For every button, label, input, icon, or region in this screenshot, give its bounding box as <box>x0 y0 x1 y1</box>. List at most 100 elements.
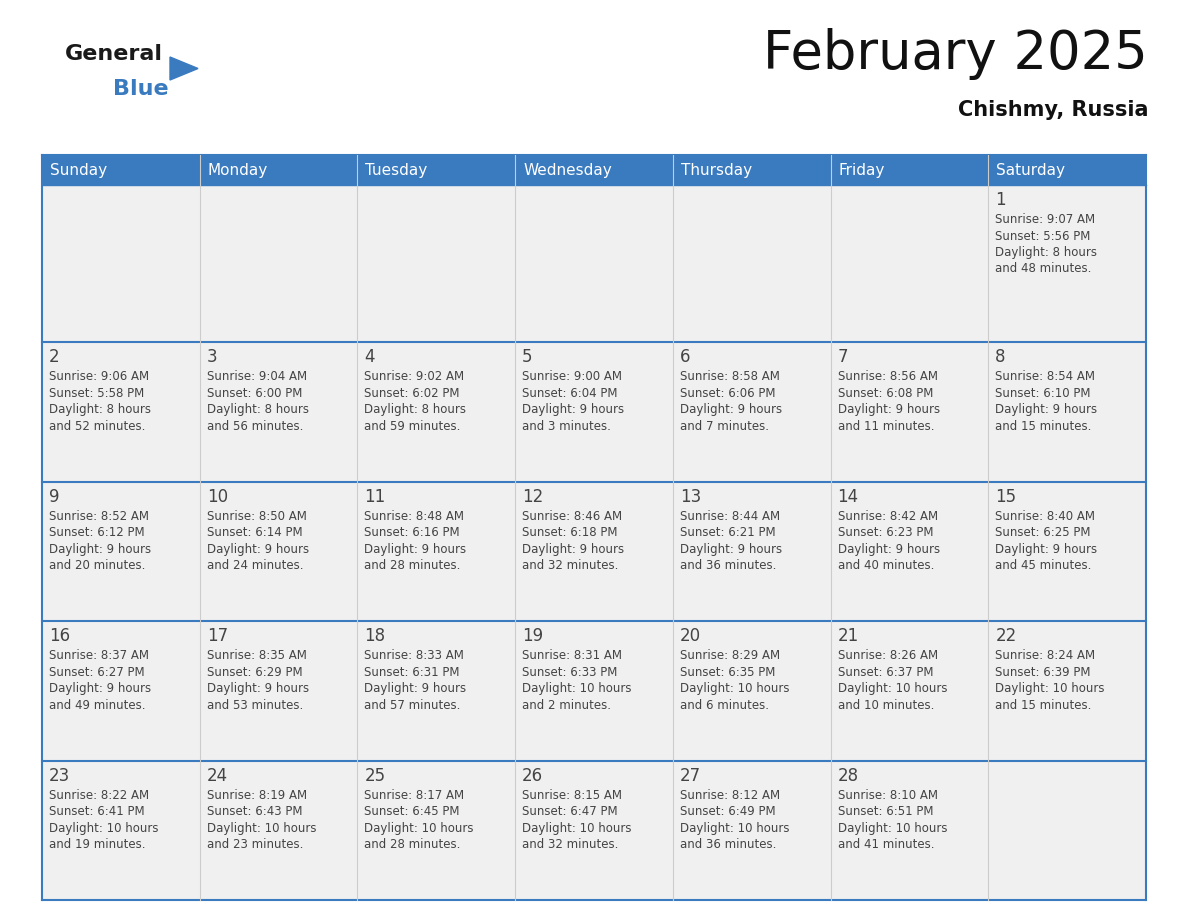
Bar <box>988 621 1146 761</box>
Text: Daylight: 10 hours: Daylight: 10 hours <box>680 822 789 834</box>
Bar <box>516 761 672 900</box>
Bar <box>358 621 516 761</box>
Bar <box>830 482 988 621</box>
Bar <box>830 761 988 900</box>
Bar <box>672 185 830 342</box>
Text: Daylight: 10 hours: Daylight: 10 hours <box>523 822 632 834</box>
Bar <box>830 185 988 342</box>
Text: 2: 2 <box>49 348 59 366</box>
Text: Sunset: 6:00 PM: Sunset: 6:00 PM <box>207 386 302 400</box>
Text: Sunrise: 8:52 AM: Sunrise: 8:52 AM <box>49 509 148 522</box>
Bar <box>672 621 830 761</box>
Text: 18: 18 <box>365 627 386 645</box>
Text: Sunset: 5:58 PM: Sunset: 5:58 PM <box>49 386 144 400</box>
Text: Sunrise: 8:48 AM: Sunrise: 8:48 AM <box>365 509 465 522</box>
Text: 6: 6 <box>680 348 690 366</box>
Text: and 32 minutes.: and 32 minutes. <box>523 838 619 851</box>
Text: Sunrise: 9:04 AM: Sunrise: 9:04 AM <box>207 370 307 384</box>
Bar <box>672 342 830 482</box>
Text: 3: 3 <box>207 348 217 366</box>
Text: February 2025: February 2025 <box>763 28 1148 80</box>
Text: Daylight: 9 hours: Daylight: 9 hours <box>523 403 624 416</box>
Text: Daylight: 9 hours: Daylight: 9 hours <box>838 403 940 416</box>
Text: 9: 9 <box>49 487 59 506</box>
Text: and 15 minutes.: and 15 minutes. <box>996 699 1092 711</box>
Bar <box>42 155 1146 185</box>
Text: Sunrise: 9:00 AM: Sunrise: 9:00 AM <box>523 370 623 384</box>
Bar <box>830 621 988 761</box>
Text: Sunset: 6:02 PM: Sunset: 6:02 PM <box>365 386 460 400</box>
Bar <box>516 185 672 342</box>
Text: 12: 12 <box>523 487 543 506</box>
Text: Sunset: 6:14 PM: Sunset: 6:14 PM <box>207 526 302 539</box>
Text: Thursday: Thursday <box>681 162 752 177</box>
Bar <box>516 621 672 761</box>
Bar <box>358 342 516 482</box>
Text: Sunrise: 8:31 AM: Sunrise: 8:31 AM <box>523 649 623 662</box>
Text: Sunset: 5:56 PM: Sunset: 5:56 PM <box>996 230 1091 242</box>
Text: and 56 minutes.: and 56 minutes. <box>207 420 303 432</box>
Text: Sunset: 6:31 PM: Sunset: 6:31 PM <box>365 666 460 678</box>
Text: 28: 28 <box>838 767 859 785</box>
Text: Sunset: 6:33 PM: Sunset: 6:33 PM <box>523 666 618 678</box>
Text: Sunset: 6:39 PM: Sunset: 6:39 PM <box>996 666 1091 678</box>
Text: and 2 minutes.: and 2 minutes. <box>523 699 611 711</box>
Text: Sunset: 6:18 PM: Sunset: 6:18 PM <box>523 526 618 539</box>
Bar <box>200 185 358 342</box>
Text: Daylight: 10 hours: Daylight: 10 hours <box>207 822 316 834</box>
Text: Sunset: 6:27 PM: Sunset: 6:27 PM <box>49 666 145 678</box>
Text: Sunrise: 8:44 AM: Sunrise: 8:44 AM <box>680 509 781 522</box>
Text: Daylight: 9 hours: Daylight: 9 hours <box>680 403 782 416</box>
Text: Daylight: 10 hours: Daylight: 10 hours <box>996 682 1105 695</box>
Text: 5: 5 <box>523 348 532 366</box>
Text: Daylight: 8 hours: Daylight: 8 hours <box>49 403 151 416</box>
Text: Sunset: 6:49 PM: Sunset: 6:49 PM <box>680 805 776 818</box>
Text: Daylight: 9 hours: Daylight: 9 hours <box>49 543 151 555</box>
Text: Sunrise: 8:26 AM: Sunrise: 8:26 AM <box>838 649 937 662</box>
Text: 15: 15 <box>996 487 1017 506</box>
Text: Sunset: 6:25 PM: Sunset: 6:25 PM <box>996 526 1091 539</box>
Text: Sunrise: 8:17 AM: Sunrise: 8:17 AM <box>365 789 465 801</box>
Text: Sunrise: 8:42 AM: Sunrise: 8:42 AM <box>838 509 937 522</box>
Text: and 3 minutes.: and 3 minutes. <box>523 420 611 432</box>
Text: and 10 minutes.: and 10 minutes. <box>838 699 934 711</box>
Text: Daylight: 9 hours: Daylight: 9 hours <box>207 543 309 555</box>
Text: 8: 8 <box>996 348 1006 366</box>
Bar <box>200 621 358 761</box>
Text: 7: 7 <box>838 348 848 366</box>
Text: and 40 minutes.: and 40 minutes. <box>838 559 934 572</box>
Text: Sunset: 6:43 PM: Sunset: 6:43 PM <box>207 805 302 818</box>
Text: Sunrise: 9:07 AM: Sunrise: 9:07 AM <box>996 213 1095 226</box>
Text: and 48 minutes.: and 48 minutes. <box>996 263 1092 275</box>
Text: 22: 22 <box>996 627 1017 645</box>
Text: 19: 19 <box>523 627 543 645</box>
Text: 27: 27 <box>680 767 701 785</box>
Text: Daylight: 10 hours: Daylight: 10 hours <box>49 822 158 834</box>
Text: and 23 minutes.: and 23 minutes. <box>207 838 303 851</box>
Text: Daylight: 9 hours: Daylight: 9 hours <box>365 543 467 555</box>
Text: Sunset: 6:06 PM: Sunset: 6:06 PM <box>680 386 776 400</box>
Text: Friday: Friday <box>839 162 885 177</box>
Text: Sunset: 6:08 PM: Sunset: 6:08 PM <box>838 386 933 400</box>
Bar <box>358 482 516 621</box>
Text: and 7 minutes.: and 7 minutes. <box>680 420 769 432</box>
Text: Sunrise: 8:12 AM: Sunrise: 8:12 AM <box>680 789 781 801</box>
Text: Sunset: 6:04 PM: Sunset: 6:04 PM <box>523 386 618 400</box>
Text: Daylight: 9 hours: Daylight: 9 hours <box>365 682 467 695</box>
Text: Sunrise: 8:40 AM: Sunrise: 8:40 AM <box>996 509 1095 522</box>
Text: and 45 minutes.: and 45 minutes. <box>996 559 1092 572</box>
Text: Sunset: 6:12 PM: Sunset: 6:12 PM <box>49 526 145 539</box>
Text: Daylight: 8 hours: Daylight: 8 hours <box>365 403 467 416</box>
Text: and 59 minutes.: and 59 minutes. <box>365 420 461 432</box>
Text: Daylight: 10 hours: Daylight: 10 hours <box>365 822 474 834</box>
Text: Sunrise: 9:02 AM: Sunrise: 9:02 AM <box>365 370 465 384</box>
Text: Chishmy, Russia: Chishmy, Russia <box>958 100 1148 120</box>
Bar <box>42 482 200 621</box>
Text: 26: 26 <box>523 767 543 785</box>
Bar <box>830 342 988 482</box>
Text: Sunday: Sunday <box>50 162 107 177</box>
Bar <box>358 761 516 900</box>
Text: and 52 minutes.: and 52 minutes. <box>49 420 145 432</box>
Bar <box>516 342 672 482</box>
Polygon shape <box>170 57 198 80</box>
